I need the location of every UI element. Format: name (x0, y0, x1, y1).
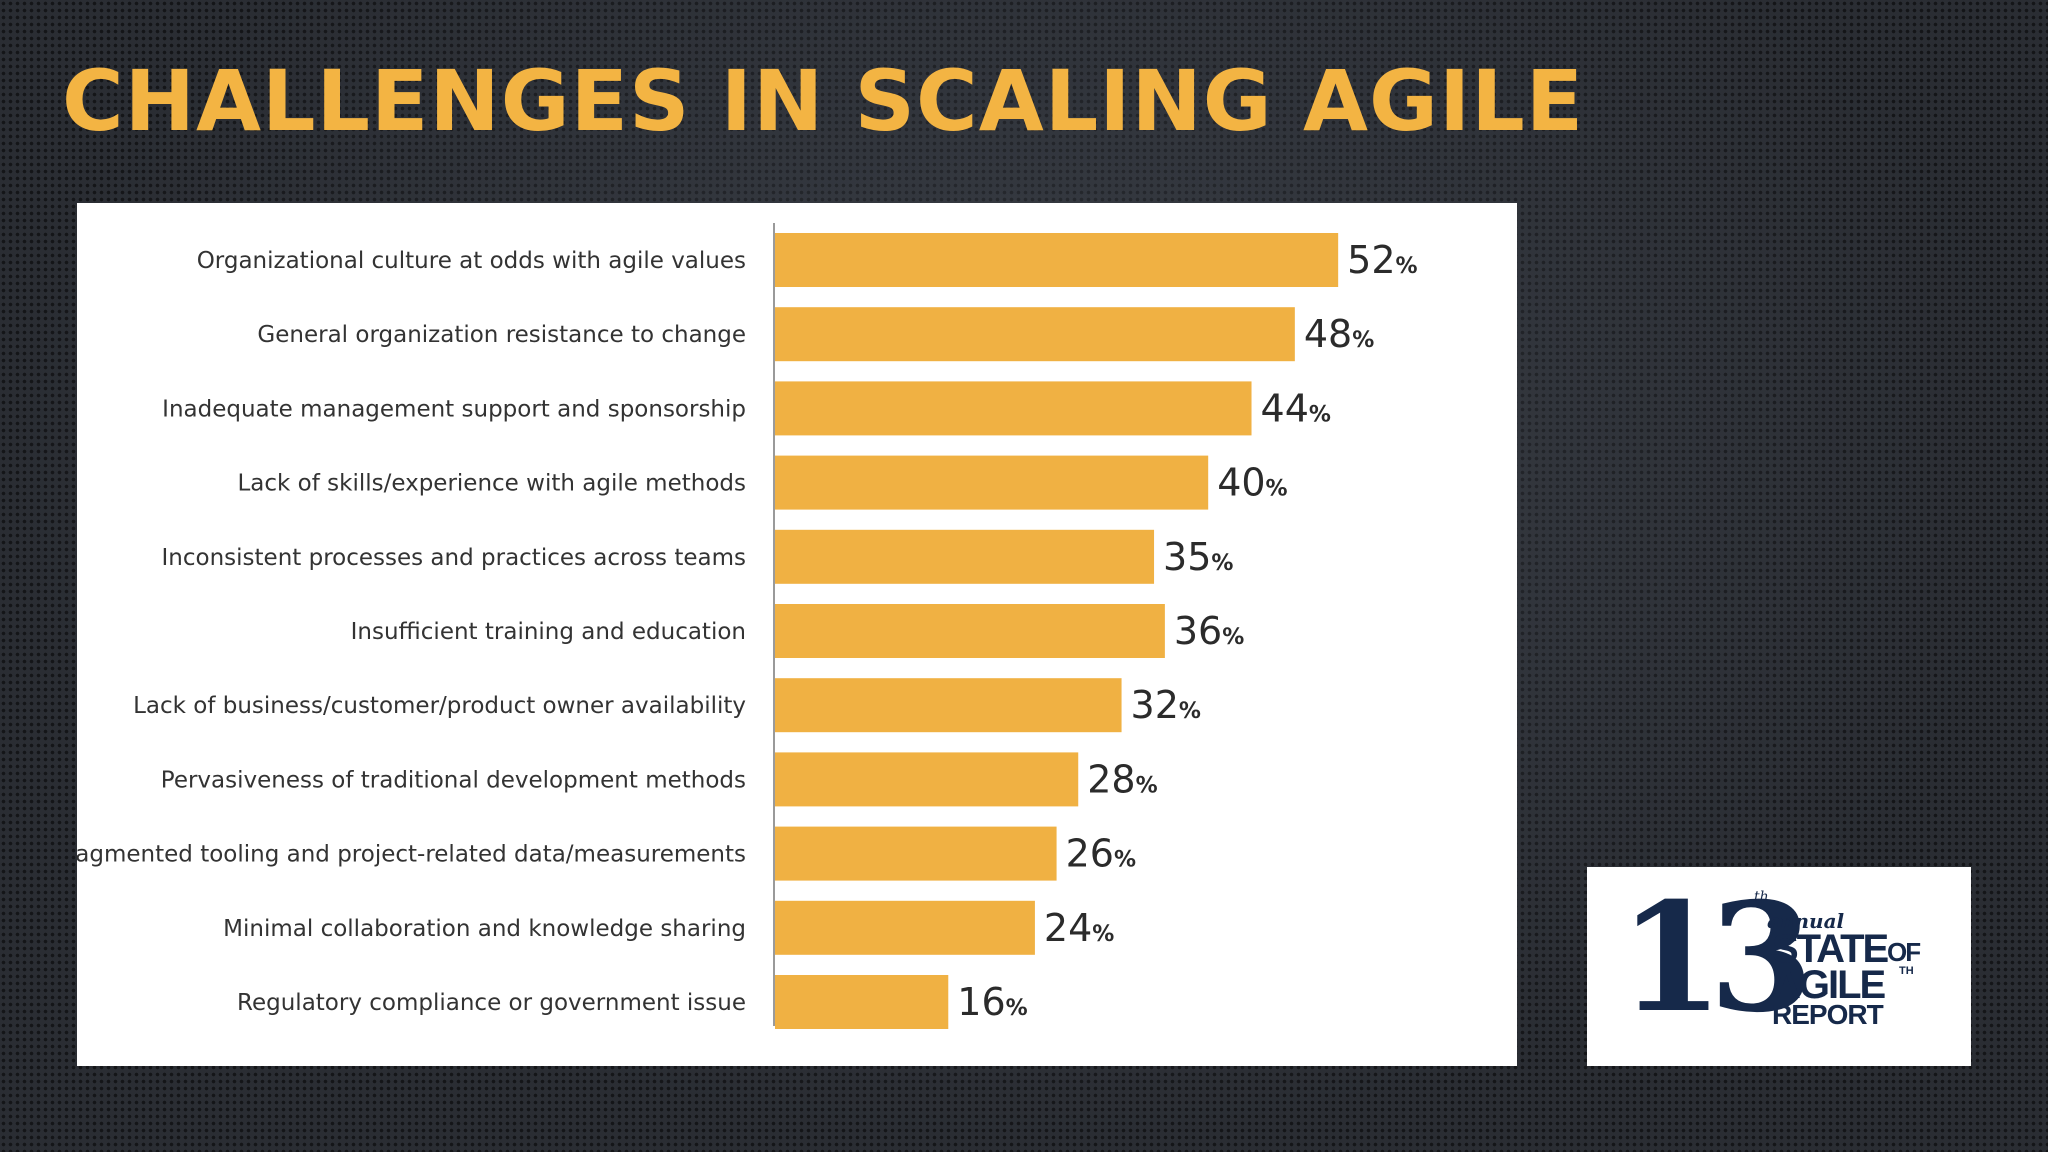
value-label: 44% (1261, 386, 1331, 430)
category-label: General organization resistance to chang… (257, 322, 746, 348)
bar (775, 975, 949, 1029)
logo-state: STATE (1772, 927, 1889, 971)
bar (775, 529, 1155, 584)
page-title: CHALLENGES IN SCALING AGILE (62, 52, 1585, 150)
bar (775, 678, 1122, 733)
logo-number: 13 (1619, 870, 1814, 1046)
bar (775, 604, 1165, 658)
value-label: 52% (1347, 238, 1417, 282)
value-label: 28% (1087, 757, 1157, 801)
category-label: Lack of business/customer/product owner … (133, 693, 746, 719)
bar (775, 307, 1295, 362)
category-label: Inconsistent processes and practices acr… (162, 545, 746, 571)
bar (775, 752, 1079, 807)
bar (775, 826, 1057, 881)
bar-chart: Organizational culture at odds with agil… (77, 223, 1418, 1029)
bar (775, 900, 1035, 955)
category-label: Regulatory compliance or government issu… (237, 990, 746, 1016)
value-label: 40% (1217, 461, 1287, 505)
category-label: Lack of skills/experience with agile met… (237, 471, 746, 497)
value-label: 36% (1174, 609, 1244, 653)
category-label: Fragmented tooling and project-related d… (77, 842, 746, 868)
category-label: Insufficient training and education (351, 619, 746, 645)
logo-report: REPORT (1772, 999, 1884, 1030)
category-label: Inadequate management support and sponso… (162, 396, 746, 422)
value-label: 32% (1131, 683, 1201, 727)
category-label: Pervasiveness of traditional development… (161, 767, 746, 793)
logo-annual: annual (1767, 909, 1845, 933)
bar (775, 455, 1209, 510)
value-label: 35% (1163, 535, 1233, 579)
value-label: 24% (1044, 906, 1114, 950)
logo-agile: AGILE (1772, 963, 1886, 1007)
logo-ordinal-2: TH (1899, 965, 1914, 977)
value-label: 26% (1066, 832, 1136, 876)
category-label: Organizational culture at odds with agil… (197, 248, 746, 274)
value-label: 48% (1304, 312, 1374, 356)
bar (775, 381, 1252, 436)
logo-ordinal: th (1754, 889, 1769, 905)
category-label: Minimal collaboration and knowledge shar… (223, 916, 746, 942)
bar (775, 233, 1339, 287)
value-label: 16% (957, 980, 1027, 1024)
state-of-agile-logo: 13 th annual STATE OF AGILE TH REPORT (1587, 867, 1971, 1066)
chart-panel: Organizational culture at odds with agil… (77, 203, 1517, 1066)
logo-of: OF (1887, 937, 1921, 967)
